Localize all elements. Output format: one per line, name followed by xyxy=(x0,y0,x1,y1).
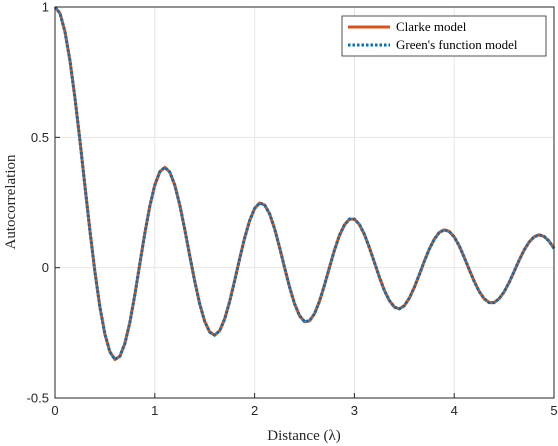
x-tick-label: 5 xyxy=(550,403,557,418)
legend: Clarke model Green's function model xyxy=(341,15,547,57)
y-tick-label: 0.5 xyxy=(31,130,49,145)
legend-box xyxy=(341,15,547,57)
y-tick-label: -0.5 xyxy=(27,391,49,406)
series-layer xyxy=(53,6,556,361)
y-axis-label: Autocorrelation xyxy=(3,154,19,249)
plot-frame xyxy=(54,6,555,399)
x-tick-label: 3 xyxy=(351,403,358,418)
y-tick-label: 1 xyxy=(42,0,49,15)
legend-label-clarke: Clarke model xyxy=(396,19,467,34)
series-line-greens xyxy=(53,6,556,361)
x-tick-label: 2 xyxy=(251,403,258,418)
x-axis-label: Distance (λ) xyxy=(267,428,341,444)
x-tick-label: 4 xyxy=(451,403,458,418)
legend-label-greens: Green's function model xyxy=(396,37,518,52)
axis-ticks: 0 1 2 3 4 5-0.500.51 xyxy=(27,0,558,418)
y-tick-label: 0 xyxy=(42,260,49,275)
x-tick-label: 1 xyxy=(151,403,158,418)
x-tick-label: 0 xyxy=(51,403,58,418)
plot-area xyxy=(55,7,554,398)
